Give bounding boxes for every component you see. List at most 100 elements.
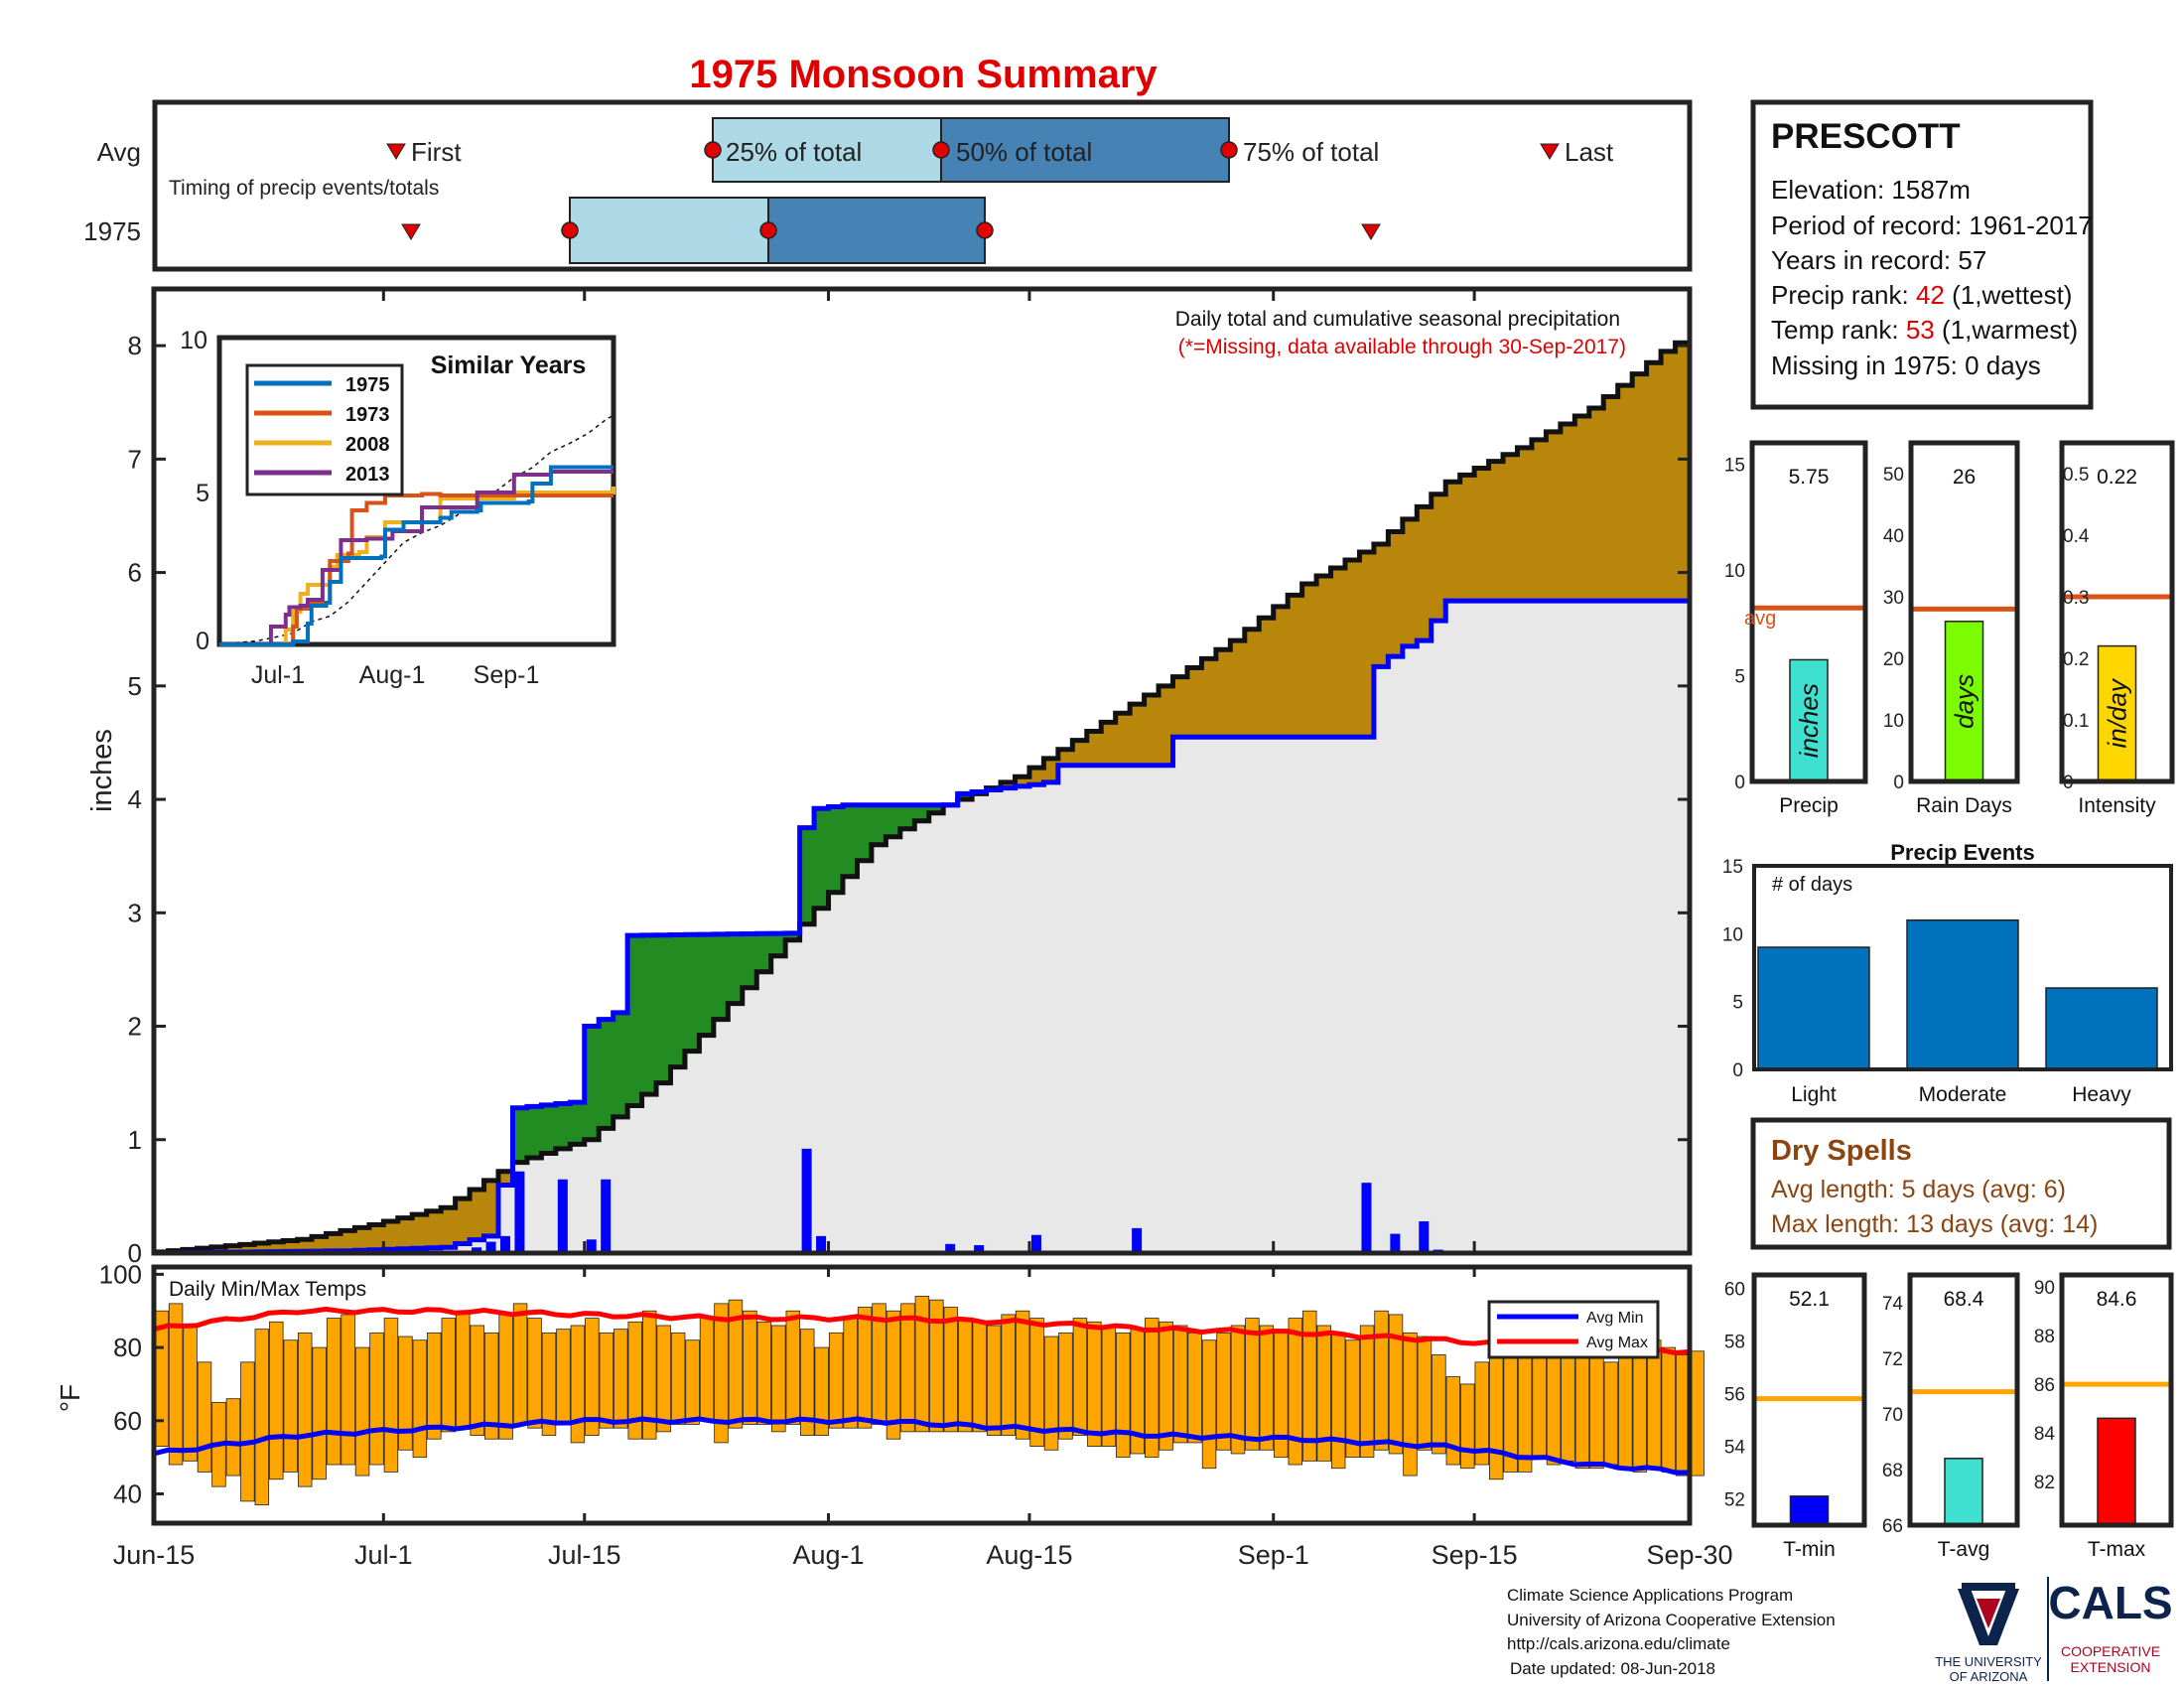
year-75-marker	[976, 221, 994, 239]
inset-legend-label-1975: 1975	[345, 374, 390, 396]
daily-temp-bar	[470, 1325, 484, 1436]
footer-line3: http://cals.arizona.edu/climate	[1507, 1634, 1730, 1653]
below-average-area	[1345, 560, 1361, 738]
temps-panel-label: Daily Min/Max Temps	[169, 1278, 366, 1301]
above-average-area	[699, 934, 715, 1036]
daily-temp-bar	[570, 1325, 586, 1444]
stat-unit-precip: inches	[1794, 683, 1824, 758]
avg-last-marker	[1540, 143, 1560, 160]
precip-event-bar	[1757, 946, 1870, 1070]
daily-temp-bar	[254, 1329, 270, 1505]
precip-y-tick-label: 7	[128, 444, 142, 474]
daily-temp-bar	[1015, 1310, 1030, 1440]
below-average-area	[1316, 576, 1332, 738]
cals-logo-wordmark: CALS	[2048, 1577, 2172, 1628]
daily-precip-bar	[801, 1148, 812, 1253]
below-average-area	[1230, 640, 1246, 738]
inset-x-tick-jul: Jul-1	[251, 661, 305, 689]
stat-tick-precip: 10	[1724, 561, 1745, 582]
daily-temp-bar	[183, 1325, 198, 1462]
temp-tick-tavg: 74	[1882, 1294, 1904, 1315]
daily-temp-bar	[1172, 1325, 1188, 1444]
temps-y-tick-label: 80	[113, 1333, 142, 1362]
temps-legend-label-max: Avg Max	[1586, 1335, 1648, 1351]
temp-bar-tmin	[1789, 1495, 1830, 1526]
daily-temp-bar	[1403, 1332, 1418, 1477]
below-average-area	[1388, 531, 1404, 657]
inset-title: Similar Years	[431, 352, 587, 379]
below-average-area	[397, 1217, 413, 1249]
temp-tick-tmax: 84	[2034, 1424, 2056, 1445]
figure-title: 1975 Monsoon Summary	[689, 53, 1158, 96]
precip-rank-prefix: Precip rank:	[1771, 280, 1916, 310]
temps-y-tick-label: 60	[113, 1406, 142, 1436]
daily-temp-bar	[800, 1329, 815, 1436]
x-tick-label: Jun-15	[113, 1540, 196, 1570]
precip-event-tick: 5	[1732, 993, 1743, 1014]
x-tick-label: Sep-30	[1646, 1540, 1732, 1570]
below-average-area	[455, 1198, 471, 1244]
inset-y-tick-10: 10	[180, 327, 207, 354]
daily-precip-bar	[1030, 1234, 1041, 1253]
above-average-area	[886, 804, 901, 837]
below-average-area	[1301, 584, 1317, 738]
year-cumulative-line	[154, 598, 1690, 1256]
stat-bar-precip	[1789, 658, 1829, 782]
temp-tick-tmax: 82	[2034, 1473, 2055, 1493]
above-average-area	[670, 934, 686, 1067]
below-average-area	[1043, 758, 1059, 782]
above-average-area	[526, 1106, 542, 1159]
daily-temp-bar	[383, 1318, 399, 1473]
daily-temp-bar	[828, 1332, 844, 1429]
daily-temp-bar	[326, 1318, 341, 1466]
above-average-area	[828, 806, 844, 893]
below-average-area	[1531, 439, 1548, 602]
inset-legend-label-2008: 2008	[345, 434, 390, 456]
daily-temp-bar	[1388, 1314, 1404, 1455]
stat-tick-intensity: 0	[2063, 773, 2074, 793]
stat-unit-rain_days: days	[1950, 674, 1979, 729]
stat-tick-rain_days: 0	[1893, 773, 1904, 793]
timing-panel: Avg 1975 Timing of precip events/totals …	[83, 99, 1693, 272]
daily-temp-bar	[240, 1361, 255, 1502]
avg-first-marker	[386, 143, 406, 160]
avg-first-label: First	[411, 137, 462, 167]
precip-events-title: Precip Events	[1890, 840, 2035, 865]
daily-temp-bar	[1374, 1310, 1389, 1451]
cals-logo-line1: COOPERATIVE	[2061, 1643, 2160, 1659]
daily-temp-bar	[354, 1346, 370, 1477]
daily-temp-bar	[483, 1332, 499, 1440]
daily-temp-bar	[914, 1296, 930, 1433]
timing-caption: Timing of precip events/totals	[169, 177, 439, 200]
similar-years-inset: 0 5 10 Jul-1 Aug-1 Sep-1 Similar Years 1…	[180, 327, 616, 689]
daily-temp-bar	[1302, 1310, 1317, 1462]
stat-tick-intensity: 0.2	[2063, 649, 2089, 670]
daily-temp-bar	[1201, 1339, 1217, 1470]
below-average-area	[283, 1240, 299, 1252]
daily-temp-bar	[756, 1321, 772, 1425]
avg-max-line	[153, 1306, 1691, 1355]
stat-tick-rain_days: 20	[1883, 649, 1904, 670]
below-average-area	[340, 1230, 356, 1251]
daily-precip-bar	[945, 1243, 956, 1253]
below-average-area	[1186, 667, 1203, 738]
below-average-area	[1115, 713, 1131, 766]
below-average-area	[1488, 461, 1504, 602]
below-average-area	[1330, 568, 1346, 738]
above-average-area	[541, 1104, 557, 1154]
temps-y-tick-label: 100	[99, 1259, 142, 1289]
inset-x-tick-aug: Aug-1	[359, 661, 426, 689]
above-average-area	[957, 793, 973, 800]
x-tick-label: Jul-15	[548, 1540, 621, 1570]
station-elevation: Elevation: 1587m	[1771, 175, 1971, 205]
x-tick-label: Aug-1	[792, 1540, 864, 1570]
below-average-area	[1001, 781, 1017, 788]
below-average-area	[1675, 343, 1691, 602]
stat-tick-rain_days: 10	[1883, 711, 1904, 732]
stat-xlabel-precip: Precip	[1779, 794, 1839, 817]
precip-event-tick: 15	[1722, 857, 1743, 878]
station-precip-rank: Precip rank: 42 (1,wettest)	[1771, 280, 2072, 310]
seasonal-stat-bars: 5.75 inches Precip 0 5 10 15 avg 26 days Rain Days…	[1724, 440, 2175, 817]
below-average-area	[312, 1236, 328, 1252]
